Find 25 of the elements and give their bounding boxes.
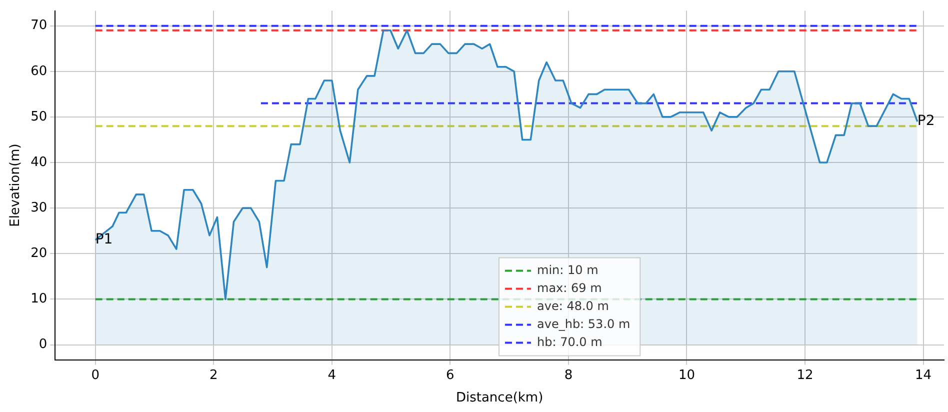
x-axis-title: Distance(km) bbox=[456, 390, 544, 406]
legend-label: ave_hb: 53.0 m bbox=[537, 316, 630, 331]
x-tick-label: 8 bbox=[564, 368, 573, 383]
y-tick-label: 60 bbox=[30, 64, 48, 79]
annotation: P1 bbox=[95, 232, 113, 248]
y-tick-label: 40 bbox=[30, 154, 48, 170]
x-tick-label: 0 bbox=[91, 368, 100, 383]
x-tick-label: 4 bbox=[328, 368, 336, 383]
x-tick-label: 12 bbox=[796, 368, 814, 383]
y-tick-label: 0 bbox=[38, 337, 48, 352]
legend-label: max: 69 m bbox=[537, 280, 602, 295]
legend-label: ave: 48.0 m bbox=[537, 298, 609, 313]
y-tick-label: 50 bbox=[30, 109, 48, 124]
x-tick-label: 2 bbox=[209, 368, 218, 383]
y-tick-label: 30 bbox=[30, 200, 48, 216]
legend-label: min: 10 m bbox=[537, 262, 598, 277]
x-tick-label: 6 bbox=[446, 368, 454, 383]
y-tick-label: 10 bbox=[30, 292, 48, 307]
annotation: P2 bbox=[917, 113, 935, 130]
x-tick-label: 14 bbox=[915, 368, 932, 383]
legend-label: hb: 70.0 m bbox=[537, 334, 602, 349]
y-tick-label: 70 bbox=[30, 18, 48, 34]
y-axis-title: Elevation(m) bbox=[8, 144, 24, 227]
x-tick-label: 10 bbox=[678, 368, 696, 383]
y-tick-label: 20 bbox=[30, 246, 48, 262]
